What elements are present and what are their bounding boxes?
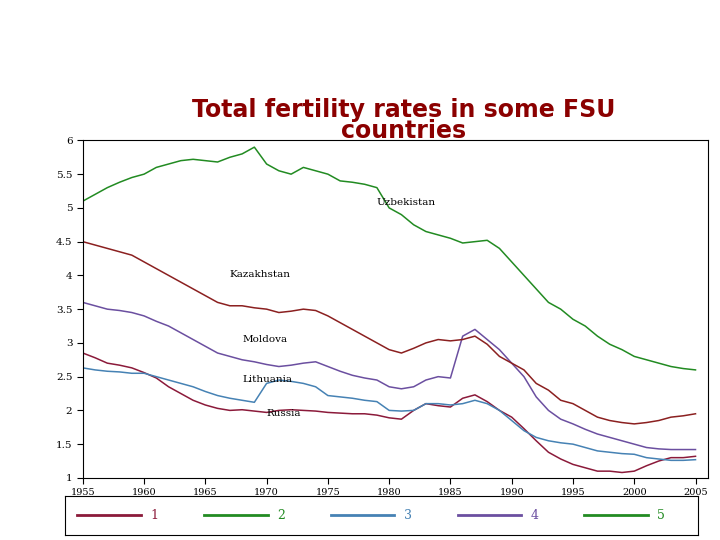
- Text: Kazakhstan: Kazakhstan: [230, 270, 291, 279]
- Text: 3: 3: [404, 509, 412, 522]
- Text: 1: 1: [150, 509, 158, 522]
- Text: 4: 4: [531, 509, 539, 522]
- Text: countries: countries: [341, 119, 466, 143]
- Text: Uzbekistan: Uzbekistan: [377, 198, 436, 206]
- Text: Russia: Russia: [266, 409, 301, 418]
- Text: Moldova: Moldova: [242, 335, 287, 343]
- Text: Lithuania: Lithuania: [242, 375, 292, 384]
- Text: 2: 2: [277, 509, 285, 522]
- Text: Total fertility rates in some FSU: Total fertility rates in some FSU: [192, 98, 615, 122]
- Text: 5: 5: [657, 509, 665, 522]
